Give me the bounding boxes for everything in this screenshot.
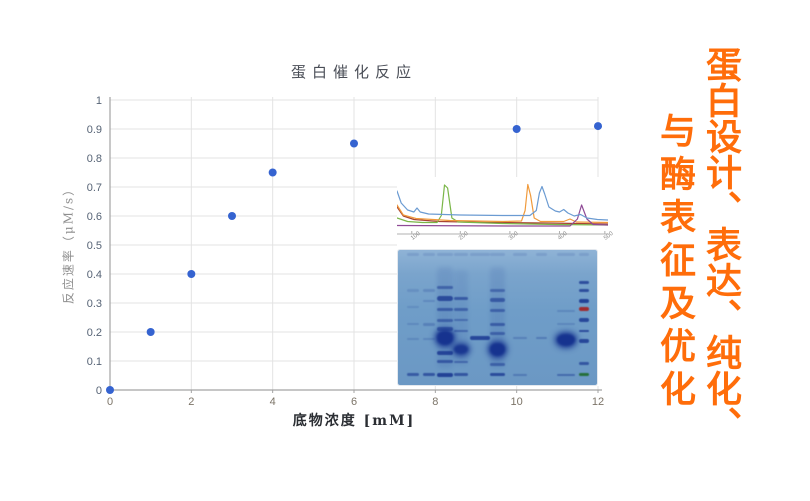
gel-band (453, 308, 468, 311)
svg-text:0.4: 0.4 (87, 269, 102, 281)
gel-well (490, 253, 505, 257)
gel-band (453, 360, 468, 364)
svg-text:10: 10 (511, 396, 523, 408)
chromatogram-axis-labels: 100 200 300 400 500 (397, 231, 615, 249)
gel-well (535, 253, 547, 257)
svg-text:0.3: 0.3 (87, 298, 102, 310)
svg-text:12: 12 (592, 396, 604, 408)
gel-well (406, 253, 419, 257)
svg-text:0.2: 0.2 (87, 327, 102, 339)
results-inset: 100 200 300 400 500 (397, 177, 615, 386)
gel-band (422, 338, 435, 341)
svg-text:8: 8 (432, 396, 438, 408)
gel-band (436, 286, 453, 290)
gel-band (453, 373, 468, 377)
gel-band (513, 336, 528, 339)
gel-band (579, 329, 590, 333)
gel-band (513, 373, 528, 376)
gel-band (453, 270, 468, 365)
svg-text:0.1: 0.1 (87, 356, 102, 368)
headline-column-right: 蛋白设计、表达、纯化、 (701, 46, 743, 442)
gel-band (406, 323, 419, 326)
gel-band (422, 300, 435, 303)
gel-band (490, 289, 505, 292)
gel-band (579, 373, 590, 377)
gel-band (557, 373, 576, 377)
gel-well (422, 253, 435, 257)
gel-band (436, 327, 453, 331)
svg-text:0.8: 0.8 (87, 153, 102, 165)
x-axis-label: 底物浓度 [mM] (292, 413, 416, 429)
gel-band (436, 307, 453, 311)
gel-well (436, 253, 453, 257)
gel-band (579, 362, 590, 365)
gel-band (422, 289, 435, 292)
gel-band (436, 331, 453, 345)
gel-band (579, 318, 590, 322)
gel-band (453, 318, 468, 322)
headline-column-left: 与酶表征及优化 (655, 112, 697, 413)
gel-band (406, 373, 419, 377)
gel-band (436, 296, 453, 301)
gel-band (535, 336, 547, 339)
gel-band (453, 329, 468, 333)
gel-band (490, 343, 505, 357)
gel-band (436, 318, 453, 322)
svg-text:0.5: 0.5 (87, 240, 102, 252)
sds-page-gel-image (398, 250, 597, 385)
gel-band (557, 323, 576, 326)
gel-band (490, 332, 505, 336)
chromatogram-traces (397, 183, 608, 235)
gel-band (422, 373, 435, 377)
gel-band (436, 359, 453, 363)
svg-text:0.9: 0.9 (87, 124, 102, 136)
svg-text:0: 0 (107, 396, 113, 408)
gel-band (579, 339, 590, 343)
gel-band (490, 266, 505, 369)
gel-well (557, 253, 576, 257)
gel-band (490, 298, 505, 302)
gel-band (406, 305, 419, 308)
gel-band (557, 309, 576, 312)
chromatogram-inset (397, 177, 608, 236)
gel-band (490, 373, 505, 377)
gel-band (436, 373, 453, 377)
svg-text:0: 0 (96, 385, 102, 397)
gel-band (422, 322, 435, 326)
gel-well (453, 253, 468, 257)
gel-band (453, 344, 468, 354)
svg-text:0.6: 0.6 (87, 211, 102, 223)
gel-band (579, 289, 590, 292)
gel-band (453, 296, 468, 301)
gel-band (436, 350, 453, 355)
svg-text:6: 6 (351, 396, 357, 408)
gel-band (490, 322, 505, 326)
gel-well (513, 253, 528, 257)
gel-band (579, 298, 590, 303)
gel-band (579, 306, 590, 311)
gel-band (490, 363, 505, 367)
gel-band (406, 289, 419, 292)
svg-text:2: 2 (188, 396, 194, 408)
svg-text:0.7: 0.7 (87, 182, 102, 194)
gel-well (469, 253, 490, 257)
svg-text:4: 4 (270, 396, 276, 408)
gel-band (406, 338, 419, 341)
gel-band (579, 280, 590, 284)
gel-band (490, 309, 505, 313)
gel-band (557, 333, 576, 346)
gel-well (579, 253, 590, 257)
svg-text:1: 1 (96, 95, 102, 107)
y-axis-label: 反应速率（μM/s） (61, 181, 76, 305)
gel-band (469, 336, 490, 341)
chart-title: 蛋白催化反应 (290, 63, 417, 81)
